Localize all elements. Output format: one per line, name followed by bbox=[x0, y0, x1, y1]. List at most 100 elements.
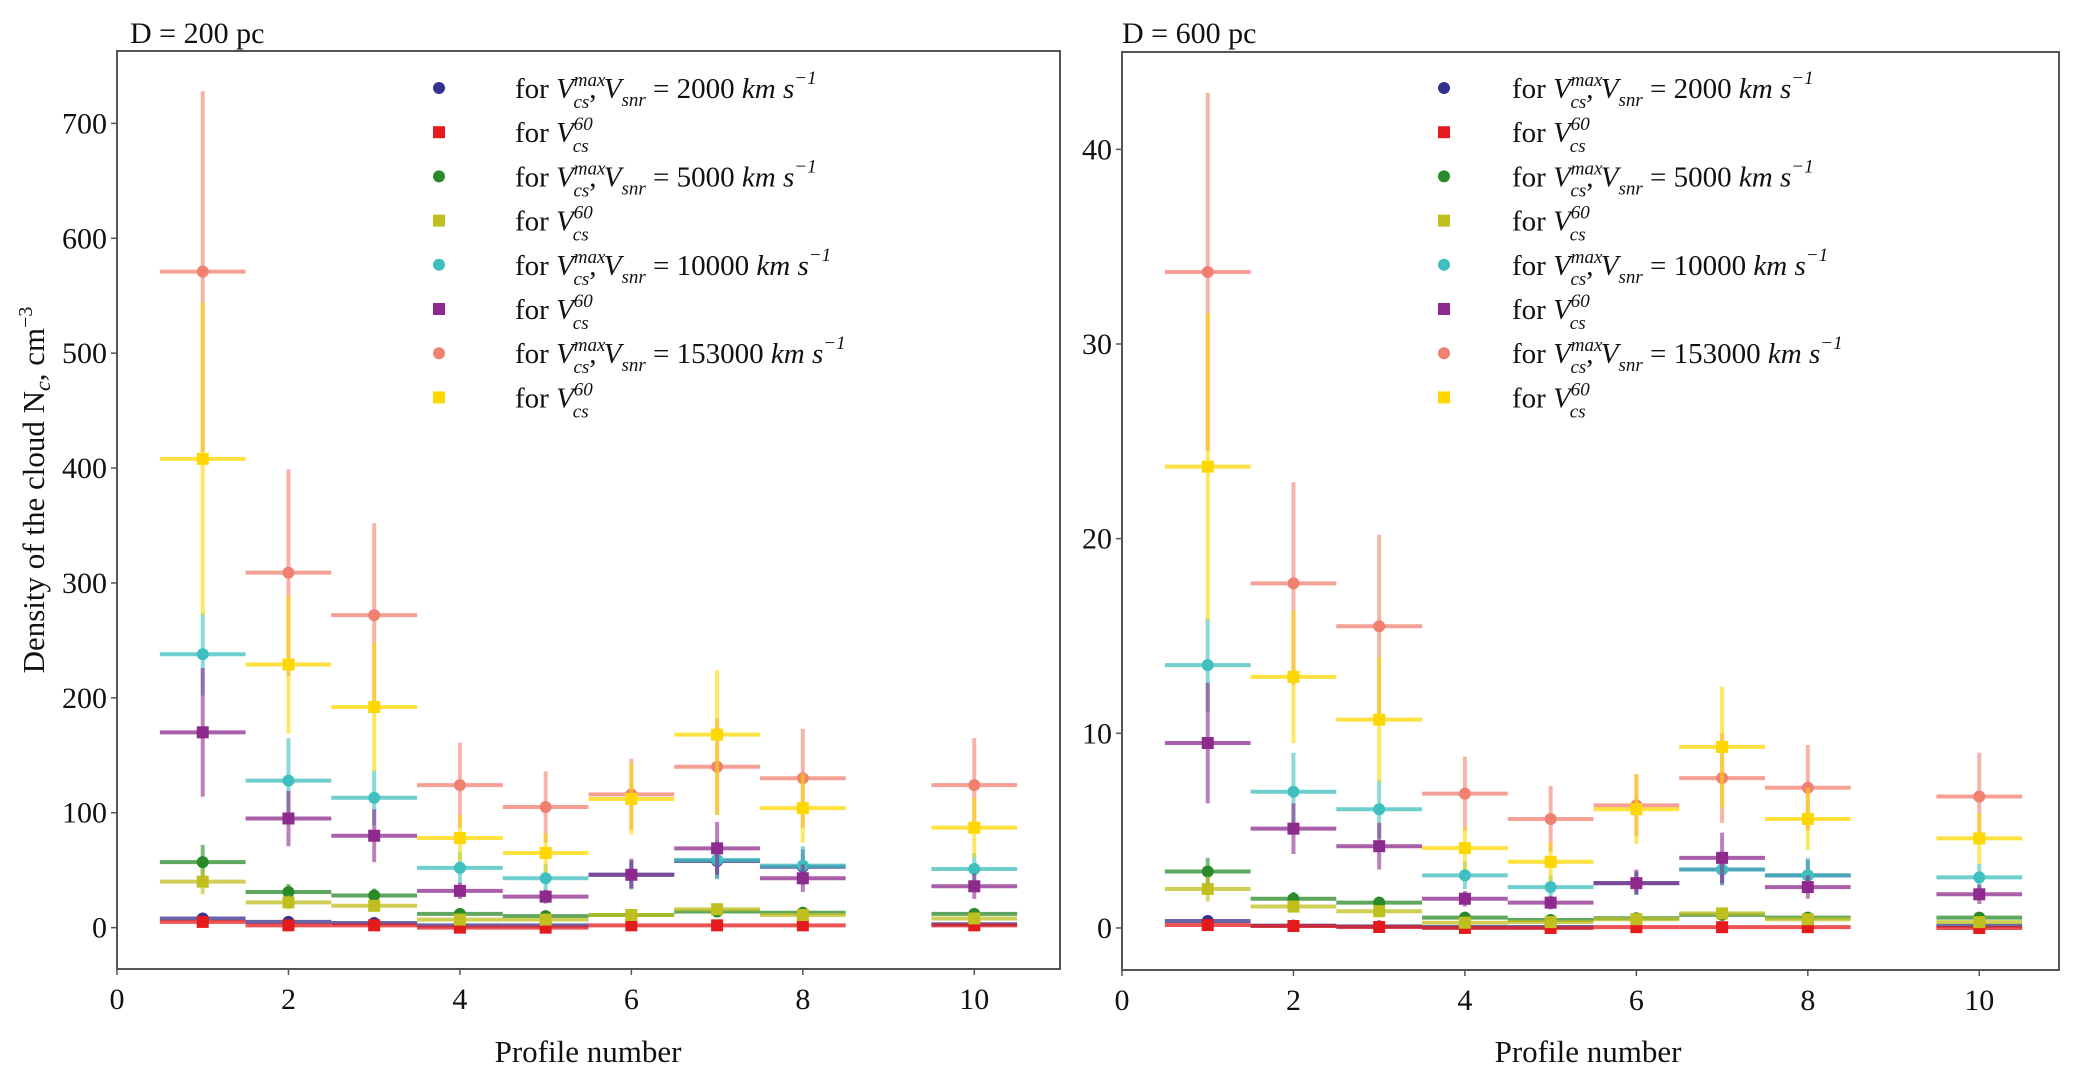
panel-d200: D = 200 pc 0 2 4 6 8 100100200300400500600700… bbox=[62, 17, 1061, 1016]
legend-marker-circle bbox=[433, 82, 445, 94]
legend-item: for V60 cs bbox=[433, 291, 593, 334]
series-2 bbox=[1164, 857, 2023, 926]
legend-label: for Vmax cs, Vsnr = 10000 km s−1 bbox=[515, 245, 831, 290]
data-point bbox=[282, 919, 295, 932]
legend-item: for Vmax cs, Vsnr = 5000 km s−1 bbox=[433, 156, 817, 201]
legend-marker-square bbox=[433, 126, 445, 139]
legend-marker-square bbox=[1438, 126, 1450, 139]
data-point bbox=[539, 872, 552, 885]
legend-item: for Vmax cs, Vsnr = 2000 km s−1 bbox=[433, 68, 817, 113]
series-5 bbox=[159, 667, 1018, 904]
data-point bbox=[1973, 888, 1986, 901]
data-point bbox=[196, 452, 209, 465]
series-5 bbox=[1164, 682, 2023, 910]
x-tick-label: 10 bbox=[1964, 984, 1994, 1017]
legend-item: for Vmax cs, Vsnr = 153000 km s−1 bbox=[433, 333, 846, 378]
data-point bbox=[1716, 921, 1729, 934]
data-point bbox=[1373, 620, 1386, 633]
data-point bbox=[1201, 883, 1214, 896]
legend-label: for Vmax cs, Vsnr = 5000 km s−1 bbox=[515, 156, 817, 201]
series-3 bbox=[159, 869, 1018, 926]
axes-frame bbox=[1121, 51, 2060, 971]
data-point bbox=[1544, 881, 1557, 894]
data-point bbox=[1973, 832, 1986, 845]
data-point bbox=[711, 919, 724, 932]
data-point bbox=[196, 648, 209, 661]
axes-frame bbox=[116, 50, 1061, 970]
legend-label: for Vmax cs, Vsnr = 2000 km s−1 bbox=[1512, 68, 1814, 113]
data-point bbox=[625, 868, 638, 881]
data-point bbox=[1287, 785, 1300, 798]
x-tick-label: 2 bbox=[1286, 984, 1301, 1017]
legend-marker-square bbox=[433, 214, 445, 227]
legend-item: for V60 cs bbox=[433, 379, 593, 422]
data-point bbox=[282, 886, 295, 899]
legend-marker-square bbox=[1438, 303, 1450, 315]
data-point bbox=[368, 899, 381, 912]
data-point bbox=[1973, 790, 1986, 803]
data-point bbox=[625, 919, 638, 932]
data-point bbox=[968, 779, 981, 792]
legend-label: for V60 cs bbox=[1512, 379, 1590, 422]
legend-marker-square bbox=[433, 303, 445, 315]
y-tick-label: 20 bbox=[1082, 523, 1112, 556]
data-point bbox=[1716, 740, 1729, 753]
data-point bbox=[796, 909, 809, 921]
data-point bbox=[1544, 916, 1557, 929]
data-point bbox=[711, 842, 724, 855]
legend-item: for Vmax cs, Vsnr = 10000 km s−1 bbox=[1438, 245, 1828, 290]
data-point bbox=[368, 829, 381, 842]
data-point bbox=[1287, 577, 1300, 590]
panel-title: D = 200 pc bbox=[130, 17, 264, 50]
y-tick-label: 200 bbox=[62, 682, 107, 715]
y-tick-label: 300 bbox=[62, 567, 107, 600]
y-tick-label: 0 bbox=[92, 912, 107, 945]
legend-label: for Vmax cs, Vsnr = 5000 km s−1 bbox=[1512, 156, 1814, 201]
data-point bbox=[968, 912, 981, 925]
x-tick-label: 4 bbox=[1457, 984, 1472, 1017]
legend-item: for Vmax cs, Vsnr = 5000 km s−1 bbox=[1438, 156, 1814, 201]
data-point bbox=[1287, 920, 1300, 933]
data-point bbox=[1801, 812, 1814, 825]
legend-marker-circle bbox=[1438, 82, 1450, 94]
legend-item: for Vmax cs, Vsnr = 2000 km s−1 bbox=[1438, 68, 1814, 113]
x-tick-label: 4 bbox=[452, 983, 467, 1016]
data-point bbox=[1201, 919, 1214, 932]
data-point bbox=[1973, 916, 1986, 929]
legend-label: for V60 cs bbox=[1512, 114, 1590, 157]
data-point bbox=[1716, 851, 1729, 864]
x-tick-label: 10 bbox=[959, 983, 989, 1016]
series-6 bbox=[1164, 92, 2023, 853]
data-point bbox=[282, 774, 295, 787]
data-point bbox=[368, 791, 381, 804]
data-point bbox=[453, 779, 466, 792]
series-2 bbox=[159, 844, 1018, 923]
data-point bbox=[1373, 905, 1386, 918]
series-3 bbox=[1164, 876, 2023, 929]
data-point bbox=[711, 903, 724, 916]
legend-item: for V60 cs bbox=[1438, 203, 1590, 246]
series-7 bbox=[159, 302, 1018, 873]
y-tick-label: 0 bbox=[1097, 912, 1112, 945]
data-point bbox=[968, 821, 981, 834]
data-point bbox=[1373, 803, 1386, 816]
legend-marker-circle bbox=[1438, 170, 1450, 183]
y-tick-label: 40 bbox=[1082, 133, 1112, 166]
legend-item: for Vmax cs, Vsnr = 10000 km s−1 bbox=[433, 245, 831, 290]
data-point bbox=[453, 832, 466, 845]
legend-label: for Vmax cs, Vsnr = 10000 km s−1 bbox=[1512, 245, 1828, 290]
legend-label: for V60 cs bbox=[515, 379, 593, 422]
legend-item: for V60 cs bbox=[433, 114, 593, 157]
legend-marker-square bbox=[433, 391, 445, 404]
data-point bbox=[196, 265, 209, 278]
legend-item: for V60 cs bbox=[1438, 379, 1590, 422]
data-point bbox=[282, 812, 295, 825]
data-point bbox=[1201, 265, 1214, 278]
x-tick-label: 0 bbox=[1115, 984, 1130, 1017]
series-7 bbox=[1164, 312, 2023, 882]
y-tick-label: 100 bbox=[62, 797, 107, 830]
y-tick-label: 400 bbox=[62, 452, 107, 485]
